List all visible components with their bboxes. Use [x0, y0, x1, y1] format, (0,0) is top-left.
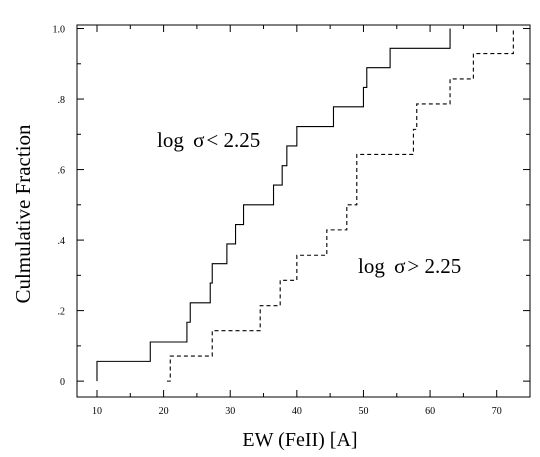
x-tick-label: 60: [425, 406, 435, 417]
annotation-high-sigma-prefix: log: [358, 254, 390, 278]
annotation-high-sigma-relation: > 2.25: [407, 254, 461, 278]
x-tick-label: 30: [225, 406, 235, 417]
x-tick-label: 50: [358, 406, 368, 417]
annotation-low-sigma: log σ< 2.25: [157, 128, 260, 152]
annotation-low-sigma-relation: < 2.25: [206, 128, 260, 152]
high-sigma-step-line: [166, 28, 514, 382]
x-tick-label: 10: [92, 406, 102, 417]
sigma-symbol-low: σ: [193, 128, 204, 152]
plot-frame: [76, 24, 531, 398]
y-tick-label: 0: [60, 377, 65, 388]
x-tick-label: 20: [159, 406, 169, 417]
x-tick-label: 40: [292, 406, 302, 417]
y-tick-label: 1.0: [53, 25, 66, 36]
sigma-symbol-high: σ: [394, 254, 405, 278]
annotation-high-sigma: log σ> 2.25: [358, 254, 461, 278]
y-tick-label: .6: [58, 166, 66, 177]
y-axis-label: Culmulative Fraction: [11, 124, 35, 304]
y-tick-label: .4: [58, 236, 66, 247]
axis-ticks: [77, 25, 530, 397]
y-tick-label: .8: [58, 95, 66, 106]
x-axis-label: EW (FeII) [A]: [242, 429, 357, 451]
x-tick-label: 70: [492, 406, 502, 417]
annotation-low-sigma-prefix: log: [157, 128, 189, 152]
y-tick-label: .2: [58, 307, 66, 318]
low-sigma-step-line: [96, 28, 451, 382]
series-layer: [96, 28, 514, 382]
axis-tick-labels: 10 20 30 40 50 60 70 0 .2 .4 .6 .8 1.0: [53, 25, 502, 417]
